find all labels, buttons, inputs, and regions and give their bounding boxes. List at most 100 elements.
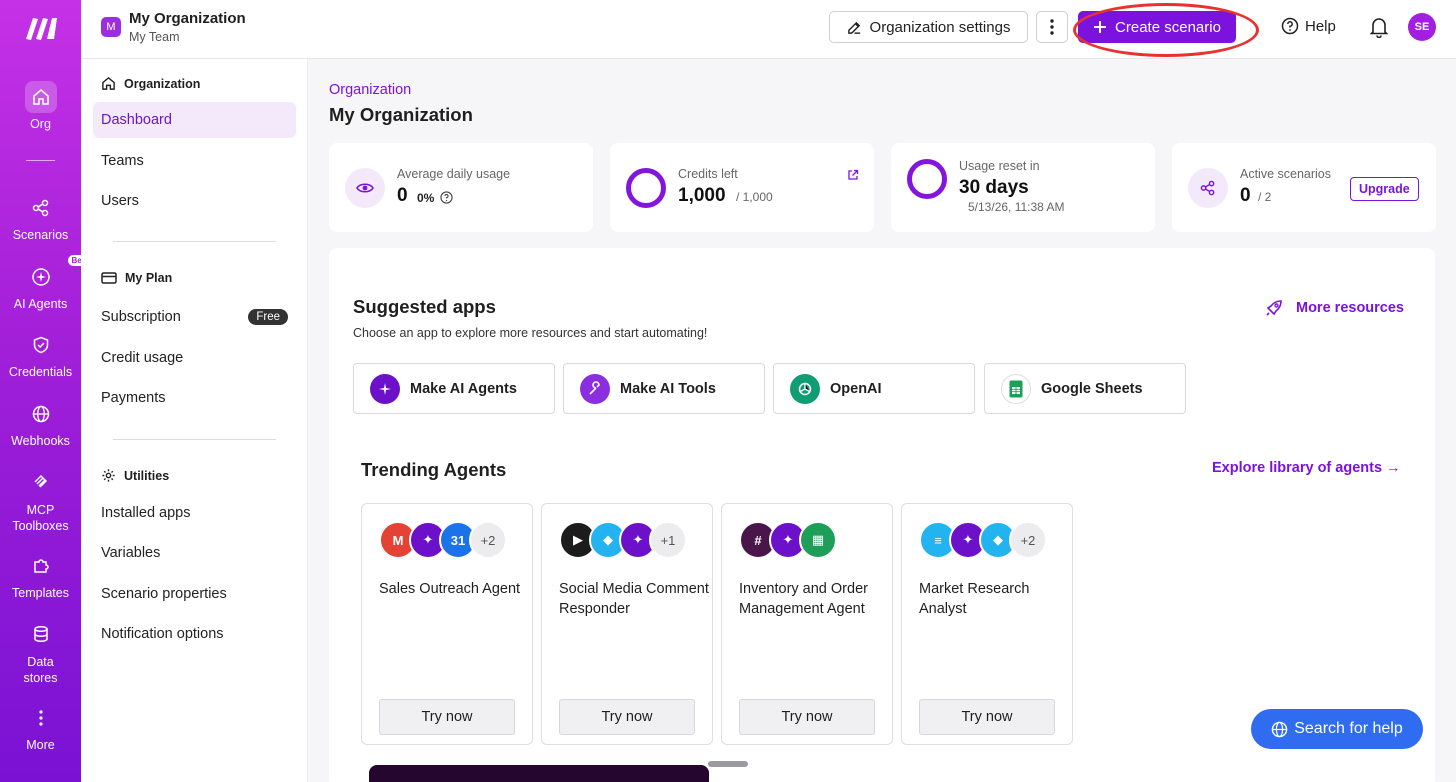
sidebar-item-users[interactable]: Users [101, 193, 139, 209]
agent-card-inventory-order[interactable]: # ✦ ▦ Inventory and Order Management Age… [721, 503, 893, 745]
app-button-make-ai-tools[interactable]: Make AI Tools [563, 363, 765, 414]
sidebar-item-teams[interactable]: Teams [101, 153, 144, 169]
more-resources-link[interactable]: More resources [1264, 298, 1404, 318]
stat-value: 0 [1240, 185, 1251, 206]
rail-item-credentials[interactable]: Credentials [0, 329, 81, 379]
agent-app-icons: ▶ ◆ ✦ +1 [559, 521, 687, 559]
agent-name: Market Research Analyst [919, 581, 1030, 617]
wrench-sparkle-icon [580, 373, 610, 404]
organization-settings-button[interactable]: Organization settings [829, 11, 1028, 43]
share-nodes-icon [1188, 168, 1228, 208]
stat-label: Active scenarios [1240, 167, 1332, 181]
rail-item-mcp-toolboxes[interactable]: MCP Toolboxes [0, 466, 81, 534]
heading-label: Utilities [124, 468, 170, 483]
stat-value: 0 [397, 185, 408, 206]
more-apps-count: +1 [649, 521, 687, 559]
rail-item-webhooks[interactable]: Webhooks [0, 398, 81, 448]
rail-divider [26, 160, 55, 161]
try-now-button[interactable]: Try now [559, 699, 695, 735]
home-icon [102, 76, 115, 90]
make-logo-icon[interactable] [23, 14, 59, 42]
gmail-icon: M [379, 521, 417, 559]
sidebar-item-installed-apps[interactable]: Installed apps [101, 505, 191, 521]
openai-icon [790, 373, 820, 404]
my-plan-heading: My Plan [101, 271, 172, 285]
explore-library-link[interactable]: Explore library of agents → [1212, 460, 1401, 476]
share-nodes-icon [25, 192, 57, 224]
rail-item-data-stores[interactable]: Data stores [0, 618, 81, 686]
help-button[interactable]: Help [1281, 17, 1336, 35]
more-resources-label: More resources [1296, 300, 1404, 316]
agent-name: Social Media Comment Responder [559, 581, 709, 617]
search-for-help-button[interactable]: Search for help [1251, 709, 1423, 749]
more-apps-count: +2 [469, 521, 507, 559]
agent-app-icons: # ✦ ▦ [739, 521, 837, 559]
question-circle-icon[interactable] [440, 191, 453, 204]
rail-label: Webhooks [11, 434, 70, 448]
create-scenario-button[interactable]: Create scenario [1078, 11, 1236, 43]
globe-icon [25, 398, 57, 430]
scroll-handle[interactable] [708, 761, 748, 767]
sidebar-item-variables[interactable]: Variables [101, 545, 161, 561]
sidebar-item-payments[interactable]: Payments [101, 390, 166, 406]
sidebar-item-notification-options[interactable]: Notification options [101, 626, 224, 642]
agent-card-market-research[interactable]: ≡ ✦ ◆ +2 Market Research Analyst Try now [901, 503, 1073, 745]
breadcrumb[interactable]: Organization [329, 82, 412, 98]
sidebar-item-subscription[interactable]: Subscription Free [93, 299, 296, 335]
rail-label: Scenarios [12, 228, 69, 242]
edit-icon [847, 21, 860, 34]
heading-label: Organization [124, 76, 201, 91]
sidebar-item-dashboard[interactable]: Dashboard [93, 102, 296, 138]
suggested-apps-subtitle: Choose an app to explore more resources … [353, 326, 708, 340]
try-now-button[interactable]: Try now [919, 699, 1055, 735]
org-avatar[interactable]: M [101, 17, 121, 37]
stat-value: 30 days [959, 177, 1029, 198]
sidebar-divider [113, 439, 276, 440]
mcp-icon [25, 466, 57, 498]
team-name[interactable]: My Team [129, 30, 180, 44]
rail-item-more[interactable]: More [0, 702, 81, 752]
database-icon [25, 618, 57, 650]
rail-label: Credentials [8, 365, 73, 379]
stat-total: / 1,000 [736, 190, 773, 204]
stat-label: Usage reset in [959, 159, 1040, 173]
google-sheets-icon [1001, 373, 1031, 404]
app-label: OpenAI [830, 380, 882, 397]
rail-item-scenarios[interactable]: Scenarios [0, 192, 81, 242]
try-now-button[interactable]: Try now [379, 699, 515, 735]
rail-item-templates[interactable]: Templates [0, 550, 81, 600]
org-name[interactable]: My Organization [129, 10, 246, 27]
gear-icon [102, 469, 115, 482]
help-label: Help [1305, 17, 1336, 35]
sidebar-item-credit-usage[interactable]: Credit usage [101, 350, 184, 366]
stat-value: 1,000 [678, 185, 726, 206]
external-link-icon[interactable] [847, 169, 859, 181]
rail-label: Data stores [23, 655, 58, 685]
organization-heading: Organization [101, 76, 200, 91]
rail-label: MCP Toolboxes [12, 503, 69, 533]
rail-item-org[interactable]: Org [0, 81, 81, 131]
organization-settings-label: Organization settings [869, 18, 1011, 36]
app-button-openai[interactable]: OpenAI [773, 363, 975, 414]
sidebar-item-scenario-properties[interactable]: Scenario properties [101, 586, 227, 602]
eye-icon [345, 168, 385, 208]
try-now-button[interactable]: Try now [739, 699, 875, 735]
app-button-make-ai-agents[interactable]: Make AI Agents [353, 363, 555, 414]
agent-card-social-media-responder[interactable]: ▶ ◆ ✦ +1 Social Media Comment Responder … [541, 503, 713, 745]
sidebar-item-label: Subscription [101, 309, 181, 325]
page-title: My Organization [329, 104, 473, 125]
stat-average-daily-usage: Average daily usage 0 0% [329, 143, 593, 232]
upgrade-button[interactable]: Upgrade [1350, 177, 1419, 201]
more-vertical-icon [1050, 19, 1054, 35]
app-button-google-sheets[interactable]: Google Sheets [984, 363, 1186, 414]
credit-card-icon [101, 272, 117, 284]
agent-card-sales-outreach[interactable]: M ✦ 31 +2 Sales Outreach Agent Try now [361, 503, 533, 745]
bell-icon[interactable] [1369, 16, 1389, 38]
user-avatar[interactable]: SE [1408, 13, 1436, 41]
question-circle-icon [1281, 17, 1299, 35]
content-panel: Suggested apps Choose an app to explore … [329, 248, 1435, 782]
rail-item-ai-agents[interactable]: Beta AI Agents [0, 255, 93, 311]
more-options-button[interactable] [1036, 11, 1068, 43]
sparkle-icon: Beta [25, 255, 93, 293]
rail-label: More [26, 738, 55, 752]
